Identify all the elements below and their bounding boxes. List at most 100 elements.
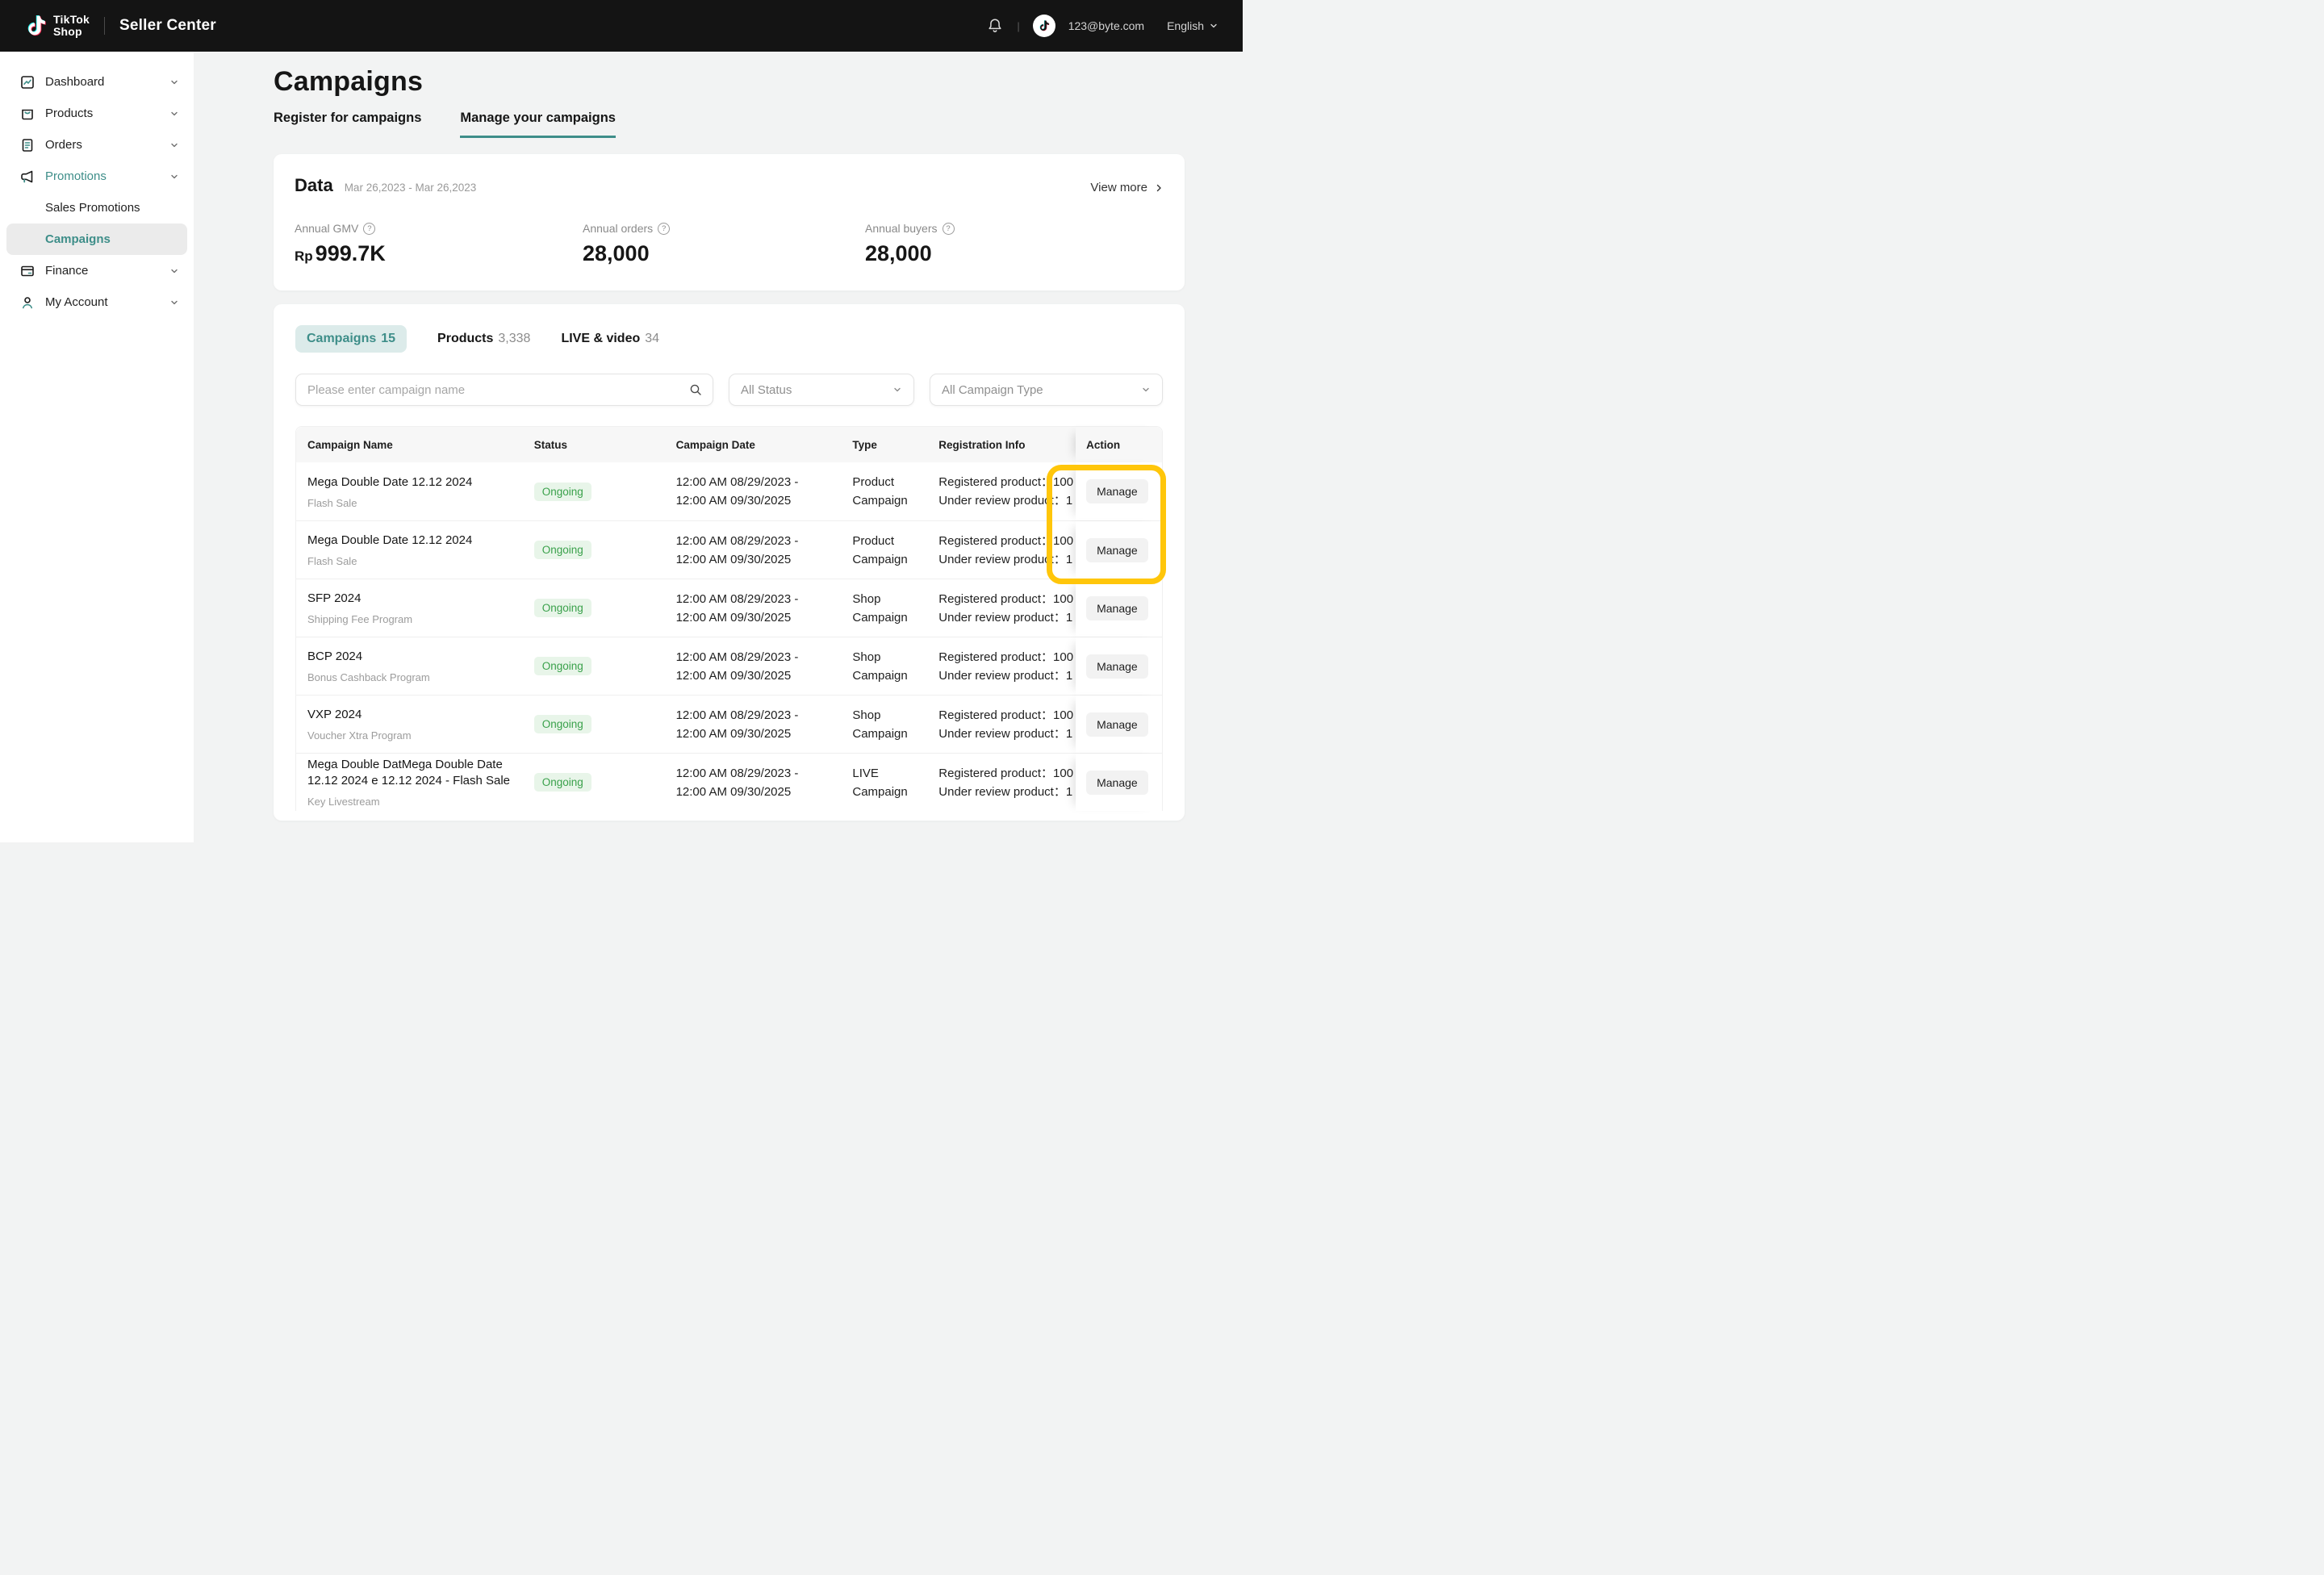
type-cell: LIVE Campaign bbox=[852, 766, 908, 799]
metric-label-text: Annual orders bbox=[583, 222, 654, 235]
sidebar-item-products[interactable]: Products bbox=[0, 98, 194, 129]
account-icon bbox=[23, 296, 32, 308]
campaign-search-input[interactable] bbox=[307, 382, 688, 397]
chevron-down-icon bbox=[171, 300, 178, 304]
reg-line-1: Registered product：100 bbox=[938, 650, 1074, 664]
logo-line-2: Shop bbox=[53, 25, 82, 38]
segment-tab-products[interactable]: Products 3,338 bbox=[437, 325, 530, 353]
reg-line-1: Registered product：100 bbox=[938, 591, 1074, 606]
status-badge: Ongoing bbox=[533, 599, 591, 617]
status-badge: Ongoing bbox=[533, 657, 591, 675]
metric-label: Annual buyers ? bbox=[865, 222, 955, 235]
reg-line-2: Under review product：1 bbox=[938, 668, 1073, 683]
campaign-subtitle: Flash Sale bbox=[307, 496, 357, 509]
reg-line-1: Registered product：100 bbox=[938, 475, 1074, 489]
currency-prefix: Rp bbox=[295, 249, 313, 264]
account-email[interactable]: 123@byte.com bbox=[1068, 19, 1145, 32]
top-header: TikTok Shop Seller Center | 123@byte.com bbox=[0, 0, 1243, 52]
campaign-name-cell: Mega Double Date 12.12 2024 Flash Sale bbox=[296, 533, 523, 567]
manage-button[interactable]: Manage bbox=[1086, 537, 1148, 562]
campaign-date-cell: 12:00 AM 08/29/2023 - 12:00 AM 09/30/202… bbox=[665, 706, 842, 743]
registration-info-cell: Registered product：100 Under review prod… bbox=[927, 764, 1076, 801]
sidebar-item-campaigns[interactable]: Campaigns bbox=[6, 224, 187, 255]
campaign-name: Mega Double DatMega Double Date 12.12 20… bbox=[307, 758, 511, 788]
language-selector[interactable]: English bbox=[1167, 19, 1218, 32]
logo-wordmark: TikTok Shop bbox=[53, 14, 90, 38]
sidebar-item-label: Promotions bbox=[45, 169, 107, 183]
search-icon[interactable] bbox=[688, 382, 703, 397]
page-title: Campaigns bbox=[274, 66, 424, 97]
type-cell: Product Campaign bbox=[852, 533, 908, 566]
sidebar-item-orders[interactable]: Orders bbox=[0, 129, 194, 161]
manage-button[interactable]: Manage bbox=[1086, 712, 1148, 737]
account-avatar[interactable] bbox=[1032, 15, 1055, 37]
tab-manage-your-campaigns[interactable]: Manage your campaigns bbox=[460, 111, 616, 138]
date-line-1: 12:00 AM 08/29/2023 - bbox=[675, 591, 799, 606]
status-badge: Ongoing bbox=[533, 773, 591, 792]
date-range: Mar 26,2023 - Mar 26,2023 bbox=[344, 182, 477, 194]
help-icon[interactable]: ? bbox=[658, 222, 671, 235]
header-actions: | 123@byte.com English bbox=[986, 15, 1218, 37]
manage-button[interactable]: Manage bbox=[1086, 654, 1148, 679]
manage-button[interactable]: Manage bbox=[1086, 770, 1148, 795]
status-filter-select[interactable]: All Status bbox=[729, 374, 914, 406]
tab-register-for-campaigns[interactable]: Register for campaigns bbox=[274, 111, 422, 125]
sidebar-item-promotions[interactable]: Promotions bbox=[0, 161, 194, 192]
campaign-subtitle: Shipping Fee Program bbox=[307, 613, 413, 625]
sidebar-item-dashboard[interactable]: Dashboard bbox=[0, 66, 194, 98]
chevron-down-icon bbox=[171, 143, 178, 147]
status-filter-value: All Status bbox=[741, 382, 792, 397]
campaigns-table: Campaign Name Status Campaign Date Type … bbox=[295, 426, 1163, 811]
view-more-link[interactable]: View more bbox=[1090, 181, 1164, 194]
column-header-type: Type bbox=[852, 438, 877, 451]
registration-info-cell: Registered product：100 Under review prod… bbox=[927, 590, 1076, 627]
finance-icon bbox=[21, 265, 34, 276]
campaign-name: VXP 2024 bbox=[307, 708, 362, 721]
campaign-date-cell: 12:00 AM 08/29/2023 - 12:00 AM 09/30/202… bbox=[665, 473, 842, 510]
reg-line-2: Under review product：1 bbox=[938, 784, 1073, 799]
metric-label-text: Annual buyers bbox=[865, 222, 938, 235]
language-label: English bbox=[1167, 19, 1204, 32]
status-cell: Ongoing bbox=[523, 541, 665, 559]
chevron-down-icon bbox=[171, 269, 178, 273]
sidebar-item-finance[interactable]: Finance bbox=[0, 255, 194, 286]
app-title: Seller Center bbox=[119, 17, 216, 34]
view-more-label: View more bbox=[1090, 181, 1147, 194]
campaign-type-filter-select[interactable]: All Campaign Type bbox=[930, 374, 1163, 406]
segment-tab-count: 15 bbox=[381, 332, 396, 345]
campaigns-table-card: Campaigns 15 Products 3,338 LIVE & video… bbox=[274, 304, 1185, 821]
manage-button[interactable]: Manage bbox=[1086, 479, 1148, 503]
campaign-name-cell: SFP 2024 Shipping Fee Program bbox=[296, 591, 523, 625]
registration-info-cell: Registered product：100 Under review prod… bbox=[927, 532, 1076, 569]
app-root: TikTok Shop Seller Center | 123@byte.com bbox=[0, 0, 1243, 842]
chevron-down-icon bbox=[171, 80, 178, 84]
date-line-1: 12:00 AM 08/29/2023 - bbox=[675, 766, 799, 780]
campaign-date-cell: 12:00 AM 08/29/2023 - 12:00 AM 09/30/202… bbox=[665, 590, 842, 627]
date-line-2: 12:00 AM 09/30/2025 bbox=[675, 784, 792, 799]
table-row: VXP 2024 Voucher Xtra Program Ongoing 12… bbox=[296, 695, 1163, 753]
sidebar-item-sales-promotions[interactable]: Sales Promotions bbox=[0, 192, 194, 224]
logo-group: TikTok Shop Seller Center bbox=[24, 12, 216, 40]
campaign-date-cell: 12:00 AM 08/29/2023 - 12:00 AM 09/30/202… bbox=[665, 764, 842, 801]
segment-tab-campaigns[interactable]: Campaigns 15 bbox=[295, 325, 408, 353]
metric-value-text: 999.7K bbox=[315, 241, 386, 265]
data-card-title: Data bbox=[295, 175, 333, 195]
segment-tab-label: Products bbox=[437, 332, 494, 345]
segment-tab-live-video[interactable]: LIVE & video 34 bbox=[561, 325, 659, 353]
date-line-1: 12:00 AM 08/29/2023 - bbox=[675, 475, 799, 489]
status-badge: Ongoing bbox=[533, 482, 591, 501]
type-cell: Shop Campaign bbox=[852, 708, 908, 741]
table-row: Mega Double Date 12.12 2024 Flash Sale O… bbox=[296, 462, 1163, 520]
campaign-name: Mega Double Date 12.12 2024 bbox=[307, 533, 473, 547]
help-icon[interactable]: ? bbox=[942, 222, 955, 235]
date-line-2: 12:00 AM 09/30/2025 bbox=[675, 494, 792, 508]
date-line-1: 12:00 AM 08/29/2023 - bbox=[675, 533, 799, 548]
manage-button[interactable]: Manage bbox=[1086, 595, 1148, 620]
column-header-campaign-date: Campaign Date bbox=[675, 438, 755, 451]
reg-line-1: Registered product：100 bbox=[938, 708, 1074, 722]
notification-bell-icon[interactable] bbox=[986, 17, 1004, 35]
help-icon[interactable]: ? bbox=[363, 222, 376, 235]
segment-tab-count: 3,338 bbox=[498, 332, 531, 345]
sidebar-item-my-account[interactable]: My Account bbox=[0, 286, 194, 318]
status-cell: Ongoing bbox=[523, 715, 665, 733]
